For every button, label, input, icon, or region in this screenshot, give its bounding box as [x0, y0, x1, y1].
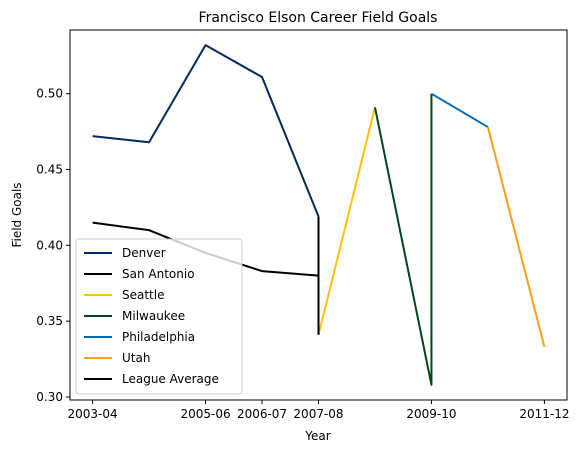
legend-label: San Antonio [122, 267, 195, 281]
legend-box [75, 238, 243, 395]
x-tick-label: 2005-06 [180, 407, 230, 421]
x-tick-label: 2011-12 [519, 407, 569, 421]
legend-label: Philadelphia [122, 330, 195, 344]
series-line-milwaukee [374, 93, 433, 386]
series-line-denver [92, 44, 320, 217]
legend-label: Seattle [122, 288, 164, 302]
x-tick-label: 2009-10 [406, 407, 456, 421]
x-tick-label: 2006-07 [237, 407, 287, 421]
x-tick-label: 2003-04 [68, 407, 118, 421]
x-axis-label: Year [304, 429, 330, 443]
legend: Denver San Antonio Seattle Milwaukee Philade… [75, 238, 243, 395]
series-line-seattle [317, 107, 376, 336]
legend-label: League Average [122, 372, 219, 386]
y-tick-label: 0.30 [36, 390, 63, 404]
y-tick-label: 0.40 [36, 238, 63, 252]
legend-label: Utah [122, 351, 150, 365]
y-tick-label: 0.50 [36, 87, 63, 101]
chart-title: Francisco Elson Career Field Goals [199, 10, 438, 26]
y-axis-label: Field Goals [10, 182, 24, 247]
x-tick-label: 2007-08 [293, 407, 343, 421]
series-line-utah [486, 126, 546, 348]
legend-label: Milwaukee [122, 309, 185, 323]
y-tick-label: 0.45 [36, 163, 63, 177]
y-tick-label: 0.35 [36, 314, 63, 328]
legend-label: Denver [122, 246, 166, 260]
x-axis-ticks: 2003-04 2005-06 2006-07 2007-08 2009-10 2011-… [68, 400, 569, 421]
y-axis-ticks: 0.30 0.35 0.40 0.45 0.50 [36, 87, 70, 404]
series-line-philadelphia [430, 92, 489, 128]
